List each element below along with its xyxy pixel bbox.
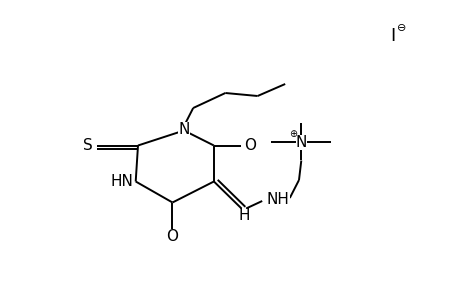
Text: H: H — [238, 208, 249, 224]
Text: NH: NH — [266, 192, 289, 207]
Text: HN: HN — [110, 174, 133, 189]
Text: O: O — [243, 138, 255, 153]
Text: ⊖: ⊖ — [396, 22, 405, 33]
Text: N: N — [178, 122, 189, 136]
Text: O: O — [166, 229, 178, 244]
Text: S: S — [83, 138, 93, 153]
Text: I: I — [390, 27, 395, 45]
Text: ⊕: ⊕ — [288, 129, 297, 139]
Text: N: N — [295, 135, 306, 150]
